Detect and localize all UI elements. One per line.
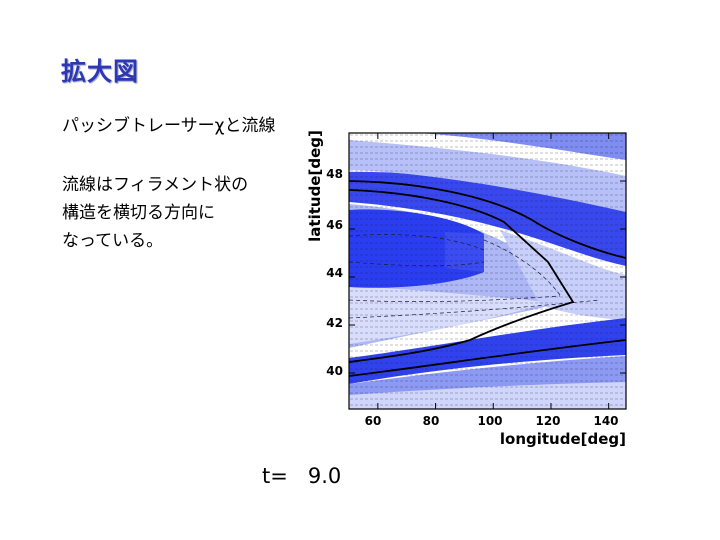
plot-area	[349, 133, 626, 409]
x-tick-label-140: 140	[593, 414, 618, 428]
y-tick-marks	[349, 180, 626, 374]
x-tick-label-100: 100	[477, 414, 502, 428]
x-tick-label-80: 80	[423, 414, 440, 428]
paragraph-line-2: 構造を横切る方向に	[62, 203, 215, 223]
solid-streamline-middle	[349, 189, 575, 363]
x-tick-label-60: 60	[365, 414, 382, 428]
x-tick-label-120: 120	[535, 414, 560, 428]
time-label: t= 9.0	[262, 464, 342, 488]
y-tick-label-46: 46	[326, 218, 343, 232]
solid-streamline-upper	[349, 180, 626, 259]
x-tick-marks	[377, 133, 610, 409]
dashed-streamlines	[349, 133, 626, 409]
y-tick-label-42: 42	[326, 316, 343, 330]
streamline	[349, 234, 601, 319]
slide-title: 拡大図	[61, 57, 140, 86]
solid-streamline-lower	[349, 339, 626, 377]
paragraph-line-3: なっている。	[62, 231, 164, 251]
paragraph-line-1: 流線はフィラメント状の	[62, 175, 249, 195]
y-tick-label-48: 48	[326, 167, 343, 181]
x-axis-label: longitude[deg]	[500, 430, 626, 448]
y-tick-label-44: 44	[326, 266, 343, 280]
y-axis-label: latitude[deg]	[306, 130, 324, 242]
intro-line: パッシブトレーサーχと流線	[62, 116, 276, 136]
plot-frame	[348, 132, 627, 410]
y-tick-label-40: 40	[326, 364, 343, 378]
